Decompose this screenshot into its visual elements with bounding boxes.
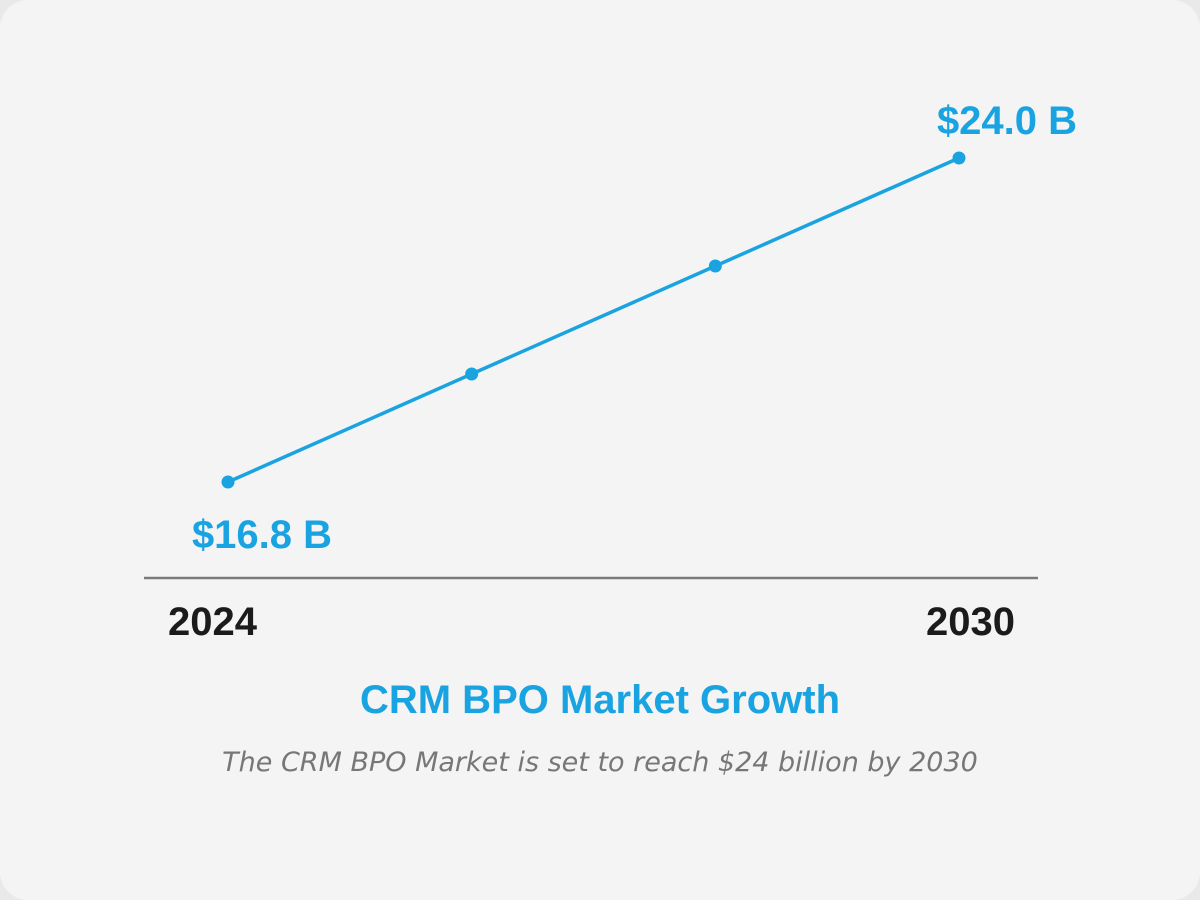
data-point-2030 [952,151,966,165]
data-points [221,151,966,489]
data-point-2024 [221,475,235,489]
series-line [226,156,961,484]
chart-subtitle: The CRM BPO Market is set to reach $24 b… [222,747,978,778]
data-label-end: $24.0 B [937,99,1077,143]
chart-title: CRM BPO Market Growth [360,678,840,722]
data-point-2026 [465,367,479,381]
data-point-2028 [708,259,722,273]
data-label-start: $16.8 B [192,513,332,557]
x-tick-label-last: 2030 [926,600,1015,644]
x-tick-label-first: 2024 [168,600,258,644]
